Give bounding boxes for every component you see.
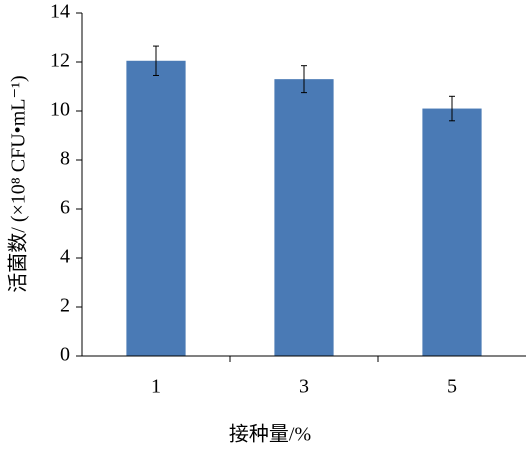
y-tick-label: 14	[50, 1, 70, 23]
y-tick-label: 6	[60, 197, 70, 219]
error-bar	[449, 95, 455, 122]
error-bar	[301, 65, 307, 94]
bar	[422, 108, 482, 356]
error-bar	[153, 45, 159, 76]
y-tick-label: 4	[60, 246, 70, 268]
y-tick-label: 0	[60, 344, 70, 366]
x-tick-label: 5	[447, 376, 457, 398]
x-tick-label: 3	[299, 376, 309, 398]
x-tick-label: 1	[151, 376, 161, 398]
y-axis-title: 活菌数/ (×10⁸ CFU•mL⁻¹)	[7, 75, 30, 292]
y-tick-label: 10	[50, 99, 70, 121]
y-tick-label: 2	[60, 295, 70, 317]
x-axis-title: 接种量/%	[229, 423, 311, 446]
bar	[126, 60, 186, 357]
y-tick-label: 8	[60, 148, 70, 170]
bar	[274, 79, 334, 357]
y-tick-label: 12	[50, 50, 70, 72]
